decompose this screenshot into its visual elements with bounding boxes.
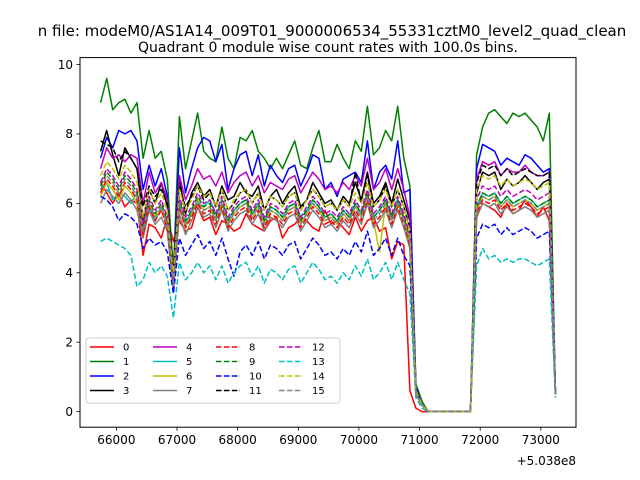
y-tick-label-2: 2 xyxy=(65,335,73,349)
axes-frame xyxy=(79,57,577,428)
x-tick-label-67000: 67000 xyxy=(158,433,196,447)
series-layer xyxy=(99,77,557,413)
series-line-14 xyxy=(99,160,557,413)
x-tick-label-73000: 73000 xyxy=(522,433,560,447)
legend-box xyxy=(85,337,341,404)
legend-label-2: 2 xyxy=(123,372,129,383)
x-tick-label-70000: 70000 xyxy=(340,433,378,447)
x-tick-label-72000: 72000 xyxy=(461,433,499,447)
series-line-10 xyxy=(100,195,557,413)
legend-label-15: 15 xyxy=(312,386,325,397)
x-tick-label-69000: 69000 xyxy=(279,433,317,447)
legend-label-0: 0 xyxy=(123,343,129,354)
series-line-2 xyxy=(99,129,557,413)
legend-label-9: 9 xyxy=(249,357,255,368)
y-tick-label-4: 4 xyxy=(65,266,73,280)
legend-label-14: 14 xyxy=(312,372,325,383)
legend-label-5: 5 xyxy=(186,357,192,368)
legend-label-1: 1 xyxy=(123,357,129,368)
y-tick-label-6: 6 xyxy=(65,197,73,211)
series-line-1 xyxy=(99,77,557,413)
chart-title: Quadrant 0 module wise count rates with … xyxy=(138,40,518,56)
series-line-15 xyxy=(99,174,557,413)
legend-label-12: 12 xyxy=(312,343,325,354)
legend-label-3: 3 xyxy=(123,386,129,397)
legend-label-11: 11 xyxy=(249,386,262,397)
x-tick-label-66000: 66000 xyxy=(97,433,135,447)
x-offset-label: +5.038e8 xyxy=(517,454,576,468)
x-tick-label-71000: 71000 xyxy=(400,433,438,447)
legend-label-4: 4 xyxy=(186,343,192,354)
legend-label-8: 8 xyxy=(249,343,255,354)
legend-label-6: 6 xyxy=(186,372,192,383)
x-tick-label-68000: 68000 xyxy=(219,433,257,447)
legend-label-13: 13 xyxy=(312,357,325,368)
legend-label-10: 10 xyxy=(249,372,262,383)
x-axis: 66000 67000 68000 69000 70000 71000 72000 73000 xyxy=(97,427,560,447)
y-tick-label-0: 0 xyxy=(65,405,73,419)
y-tick-label-8: 8 xyxy=(65,127,73,141)
series-line-13 xyxy=(100,237,557,413)
y-axis: 0 2 4 6 8 10 xyxy=(58,58,80,419)
legend-label-7: 7 xyxy=(186,386,192,397)
y-tick-label-10: 10 xyxy=(58,58,73,72)
figure-suptitle: n file: modeM0/AS1A14_009T01_9000006534_… xyxy=(38,22,627,41)
